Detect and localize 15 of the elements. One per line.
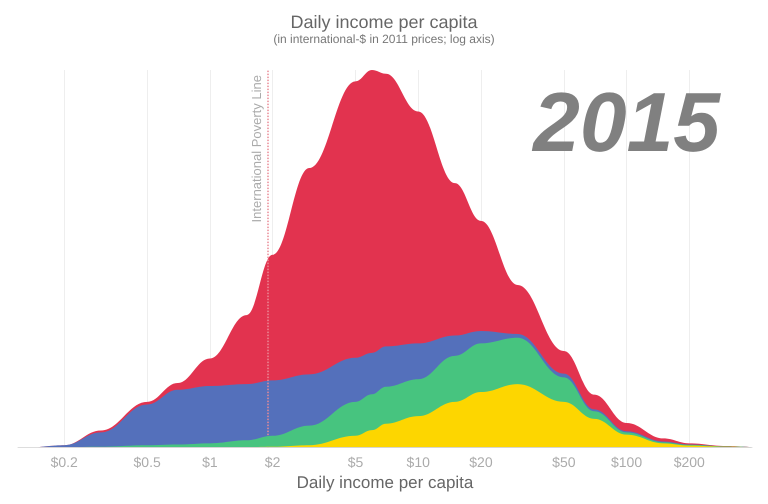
ref-line-label: International Poverty Line <box>248 75 264 222</box>
x-tick-label: $2 <box>264 454 281 470</box>
x-tick-label: $5 <box>348 454 364 470</box>
chart-title: Daily income per capita <box>290 12 479 32</box>
x-tick-label: $1 <box>202 454 218 470</box>
x-tick-label: $10 <box>406 454 430 470</box>
x-tick-label: $100 <box>610 454 642 470</box>
x-tick-label: $0.2 <box>50 454 78 470</box>
x-axis-title: Daily income per capita <box>296 473 474 492</box>
chart-subtitle: (in international-$ in 2011 prices; log axis) <box>273 32 495 46</box>
annotation: 2015 <box>531 75 722 169</box>
x-tick-label: $200 <box>674 454 706 470</box>
x-tick-label: $0.5 <box>134 454 161 470</box>
x-tick-label: $50 <box>552 454 576 470</box>
x-tick-label: $20 <box>469 454 493 470</box>
